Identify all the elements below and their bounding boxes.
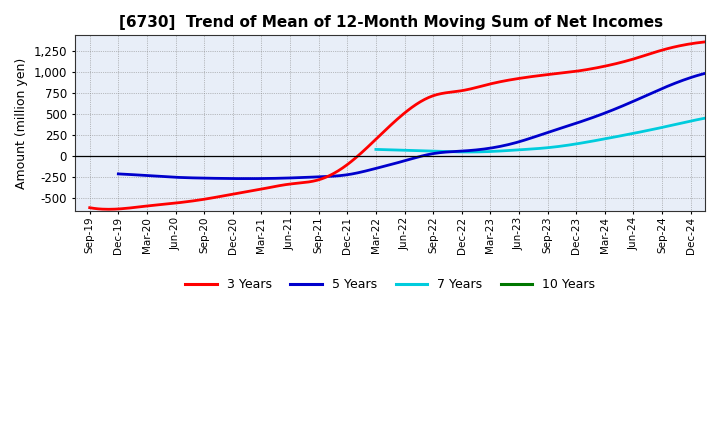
Legend: 3 Years, 5 Years, 7 Years, 10 Years: 3 Years, 5 Years, 7 Years, 10 Years [181, 273, 600, 296]
Text: [6730]  Trend of Mean of 12-Month Moving Sum of Net Incomes: [6730] Trend of Mean of 12-Month Moving … [120, 15, 664, 30]
Y-axis label: Amount (million yen): Amount (million yen) [15, 58, 28, 189]
